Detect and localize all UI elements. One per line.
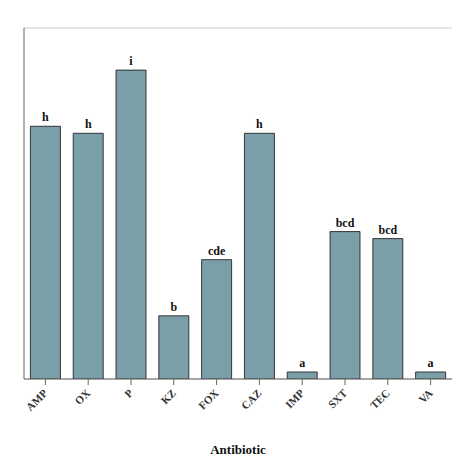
svg-text:CAZ: CAZ <box>239 387 264 412</box>
svg-text:P: P <box>122 387 135 400</box>
svg-text:bcd: bcd <box>378 223 397 237</box>
svg-text:Antibiotic: Antibiotic <box>210 442 266 457</box>
svg-text:h: h <box>85 117 92 131</box>
svg-text:cde: cde <box>208 244 226 258</box>
svg-text:i: i <box>129 54 133 68</box>
svg-text:a: a <box>428 356 434 370</box>
svg-text:h: h <box>256 117 263 131</box>
svg-text:b: b <box>170 300 177 314</box>
svg-text:SXT: SXT <box>326 386 350 410</box>
svg-text:VA: VA <box>416 387 435 406</box>
svg-text:KZ: KZ <box>158 387 178 407</box>
svg-text:h: h <box>42 110 49 124</box>
svg-text:OX: OX <box>72 387 92 407</box>
svg-text:IMP: IMP <box>283 387 307 411</box>
svg-text:bcd: bcd <box>336 216 355 230</box>
svg-text:FOX: FOX <box>196 387 221 412</box>
svg-text:a: a <box>299 356 305 370</box>
svg-text:TEC: TEC <box>368 387 393 412</box>
svg-text:AMP: AMP <box>23 387 49 413</box>
